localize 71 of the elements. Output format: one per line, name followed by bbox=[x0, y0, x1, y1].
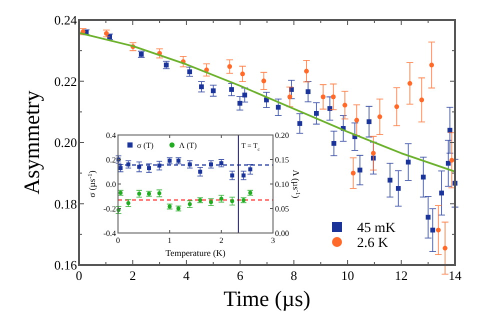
x-axis-title: Temperature (K) bbox=[165, 248, 226, 258]
point bbox=[429, 62, 434, 68]
point bbox=[449, 158, 454, 163]
point bbox=[320, 94, 326, 100]
x-tick-label: 14 bbox=[448, 268, 462, 283]
point bbox=[287, 94, 292, 100]
y-axis-title: Asymmetry bbox=[19, 90, 44, 194]
point bbox=[447, 128, 452, 133]
point bbox=[394, 104, 400, 110]
y2-tick-label: 0.00 bbox=[275, 228, 289, 238]
y-tick-label: 0.22 bbox=[54, 74, 77, 89]
point bbox=[436, 228, 441, 232]
point bbox=[366, 119, 372, 124]
point bbox=[439, 190, 444, 196]
y2-tick-label: 0.05 bbox=[275, 204, 289, 214]
y-tick-label: 0.4 bbox=[106, 130, 116, 140]
x-tick-label: 12 bbox=[394, 268, 408, 283]
x-tick-label: 8 bbox=[290, 268, 298, 283]
point bbox=[314, 111, 319, 116]
x-tick-label: 0 bbox=[76, 268, 82, 283]
point bbox=[327, 106, 332, 111]
point bbox=[354, 118, 360, 123]
point bbox=[442, 246, 448, 251]
x-tick-label: 4 bbox=[183, 268, 190, 283]
point bbox=[237, 100, 242, 106]
legend-label: Λ (T) bbox=[179, 141, 198, 150]
y-tick-label: 0.0 bbox=[106, 180, 116, 189]
point bbox=[240, 72, 245, 76]
point bbox=[306, 89, 310, 94]
y2-tick-label: 0.20 bbox=[275, 130, 289, 140]
x-tick-label: 2 bbox=[129, 268, 136, 283]
legend-label: 45 mK bbox=[357, 221, 396, 236]
x-axis-title: Time (µs) bbox=[223, 286, 311, 311]
x-tick-label: 6 bbox=[236, 268, 244, 283]
point bbox=[358, 168, 362, 172]
x-tick-label: 10 bbox=[341, 268, 354, 283]
legend-label: 2.6 K bbox=[357, 236, 388, 251]
point bbox=[297, 121, 302, 126]
point bbox=[370, 150, 376, 156]
y-tick-label: 0.20 bbox=[54, 135, 77, 150]
point bbox=[330, 94, 336, 100]
point bbox=[430, 228, 436, 232]
x-tick-label: 2 bbox=[219, 236, 224, 245]
point bbox=[342, 102, 348, 108]
point bbox=[406, 160, 411, 164]
y-tick-label: 0.16 bbox=[54, 258, 78, 273]
point bbox=[331, 141, 336, 146]
x-tick-label: 0 bbox=[116, 236, 120, 245]
y-tick-label: -0.2 bbox=[103, 204, 116, 214]
y-tick-label: 0.24 bbox=[54, 12, 78, 28]
x-tick-label: 3 bbox=[271, 236, 275, 245]
point bbox=[420, 174, 426, 180]
point bbox=[261, 78, 266, 84]
point bbox=[242, 92, 248, 98]
point bbox=[388, 178, 392, 183]
y-tick-label: 0.18 bbox=[54, 196, 77, 212]
y2-tick-label: 0.15 bbox=[275, 155, 289, 164]
point bbox=[229, 87, 234, 92]
y2-tick-label: 0.10 bbox=[275, 180, 289, 189]
point bbox=[227, 64, 232, 69]
point bbox=[426, 214, 431, 220]
y-tick-label: -0.4 bbox=[103, 228, 116, 238]
x-tick-label: 1 bbox=[168, 236, 172, 245]
legend-label: σ (T) bbox=[137, 141, 154, 150]
point bbox=[350, 170, 356, 176]
point bbox=[377, 114, 382, 120]
point bbox=[419, 98, 424, 102]
y-tick-label: 0.2 bbox=[106, 155, 116, 164]
point bbox=[304, 68, 309, 74]
point bbox=[396, 186, 401, 191]
point bbox=[407, 80, 412, 86]
